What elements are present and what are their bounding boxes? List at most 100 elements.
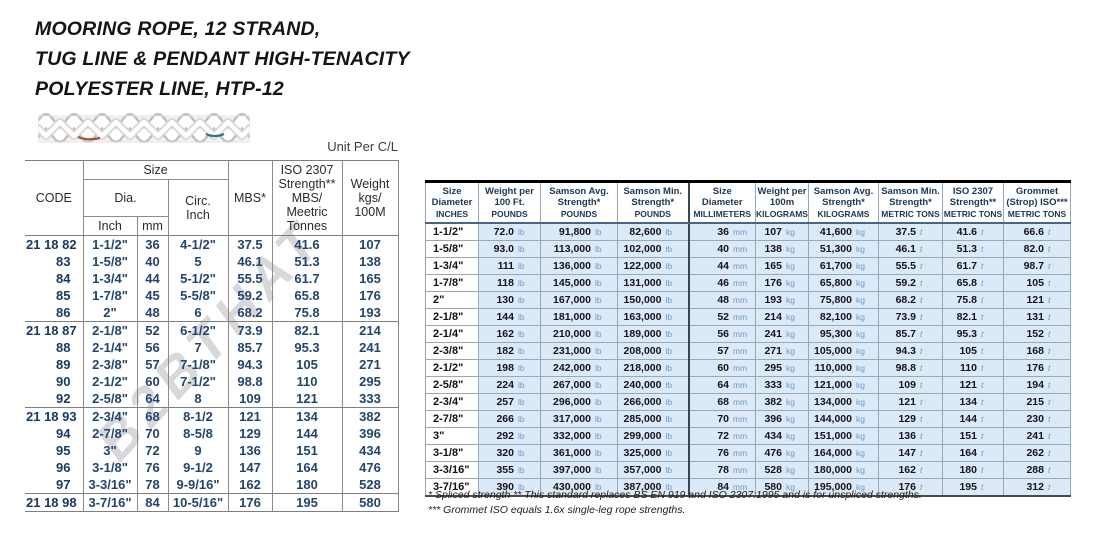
value-cell: 8-1/2 [167,407,228,425]
code-cell: 84 [56,271,71,286]
value-unit: t [1048,448,1051,458]
value-unit: lb [595,295,602,305]
value-number: 66.6 [1023,226,1044,238]
value-unit: lb [665,380,673,390]
value-cell-inner: 151,000 kg [809,430,878,442]
value-cell-inner: 134 t [943,396,1003,408]
value-cell: 390 lb [478,478,541,496]
value-cell-inner: 121,000 kg [809,379,878,391]
value-cell: 98.8 [227,373,272,390]
value-unit: lb [518,244,525,254]
value-cell: 52 [136,321,168,339]
value-cell: 165 [341,270,399,287]
value-cell: 136,000 lb [540,257,618,275]
value-cell: 57 mm [687,342,756,360]
value-number: 70 [717,413,729,425]
value-cell-inner: 168 t [1004,345,1070,357]
value-number: 136,000 [553,260,591,272]
col-header-unit: POUNDS [560,209,598,219]
value-cell: 434 [341,442,399,459]
value-number: 164,000 [814,447,852,459]
value-cell-inner: 131,000 lb [618,277,688,289]
value-cell-inner: 64 mm [690,379,756,391]
value-number: 41.6 [956,226,977,238]
value-cell: 134 t [942,393,1004,411]
value-number: 95,300 [819,328,852,340]
table-row: 95 3" 72 9 136 151 434 [25,442,399,459]
value-number: 361,000 [553,447,591,459]
value-unit: mm [733,448,748,458]
value-cell-inner: 138 kg [756,243,808,255]
value-number: 390 [496,481,514,493]
value-cell-inner: 75,800 kg [809,294,878,306]
value-unit: t [920,346,923,356]
value-cell-inner: 210,000 lb [541,328,617,340]
value-unit: t [981,448,984,458]
value-unit: t [1048,465,1051,475]
value-unit: kg [786,431,795,441]
value-cell-inner: 51.3 t [943,243,1003,255]
col-header: ISO 2307 Strength** METRIC TONS [942,181,1004,224]
value-cell: 72 mm [687,427,756,445]
value-cell-inner: 105,000 kg [809,345,878,357]
value-number: 320 [496,447,514,459]
size-cell: 2-3/8" [425,342,479,360]
value-cell-inner: 51,300 kg [809,243,878,255]
col-header-unit: INCHES [435,209,469,219]
value-number: 333 [764,379,782,391]
value-cell-inner: 151 t [943,430,1003,442]
table-row: 83 1-5/8" 40 5 46.1 51.3 138 [25,253,399,270]
value-cell: 180 t [942,461,1004,479]
value-cell: 147 [227,459,272,476]
value-unit: kg [786,380,795,390]
value-cell: 65.8 [271,287,342,304]
value-cell: 580 [341,493,399,512]
value-number: 94.3 [895,345,916,357]
value-unit: lb [665,261,673,271]
value-cell-inner: 361,000 lb [541,447,617,459]
value-cell: 1-7/8" [82,287,137,304]
value-number: 73.9 [895,311,916,323]
value-unit: lb [518,363,525,373]
value-cell: 387,000 lb [617,478,689,496]
value-cell: 2-7/8" [82,425,137,442]
value-unit: lb [595,482,602,492]
value-cell: 37.5 t [878,223,943,241]
value-number: 98.7 [1023,260,1044,272]
value-number: 152 [1026,328,1044,340]
value-number: 44 [717,260,729,272]
value-cell: 37.5 [227,235,272,253]
col-header-mbs: MBS* [227,160,272,236]
value-cell-inner: 57 mm [690,345,756,357]
value-cell: 271 [341,356,399,373]
value-unit: kg [856,227,865,237]
code-cell: 85 [56,288,71,303]
table-row: 3-1/8" 320 lb 361,000 lb 325,000 lb 76 mm 476 kg 16… [425,444,1071,462]
value-number: 56 [717,328,729,340]
value-cell-inner: 105 t [1004,277,1070,289]
value-cell: 285,000 lb [617,410,689,428]
value-cell: 60 [136,373,168,390]
value-number: 215 [1026,396,1044,408]
value-cell: 580 kg [755,478,809,496]
value-unit: lb [595,346,602,356]
value-cell: 48 [136,304,168,322]
value-cell-inner: 430,000 lb [541,481,617,493]
value-cell-inner: 131 t [1004,311,1070,323]
value-cell: 288 t [1003,461,1071,479]
value-cell-inner: 110,000 kg [809,362,878,374]
value-cell-inner: 224 lb [479,379,540,391]
value-cell-inner: 102,000 lb [618,243,688,255]
value-cell-inner: 292 lb [479,430,540,442]
value-unit: t [920,295,923,305]
value-number: 46.1 [895,243,916,255]
value-cell-inner: 98.8 t [879,362,942,374]
value-number: 41,600 [819,226,852,238]
value-unit: kg [856,448,865,458]
value-cell: 208,000 lb [617,342,689,360]
value-cell-inner: 164,000 kg [809,447,878,459]
value-unit: mm [733,329,748,339]
value-unit: t [981,261,984,271]
value-cell-inner: 390 lb [479,481,540,493]
value-cell: 195 t [942,478,1004,496]
